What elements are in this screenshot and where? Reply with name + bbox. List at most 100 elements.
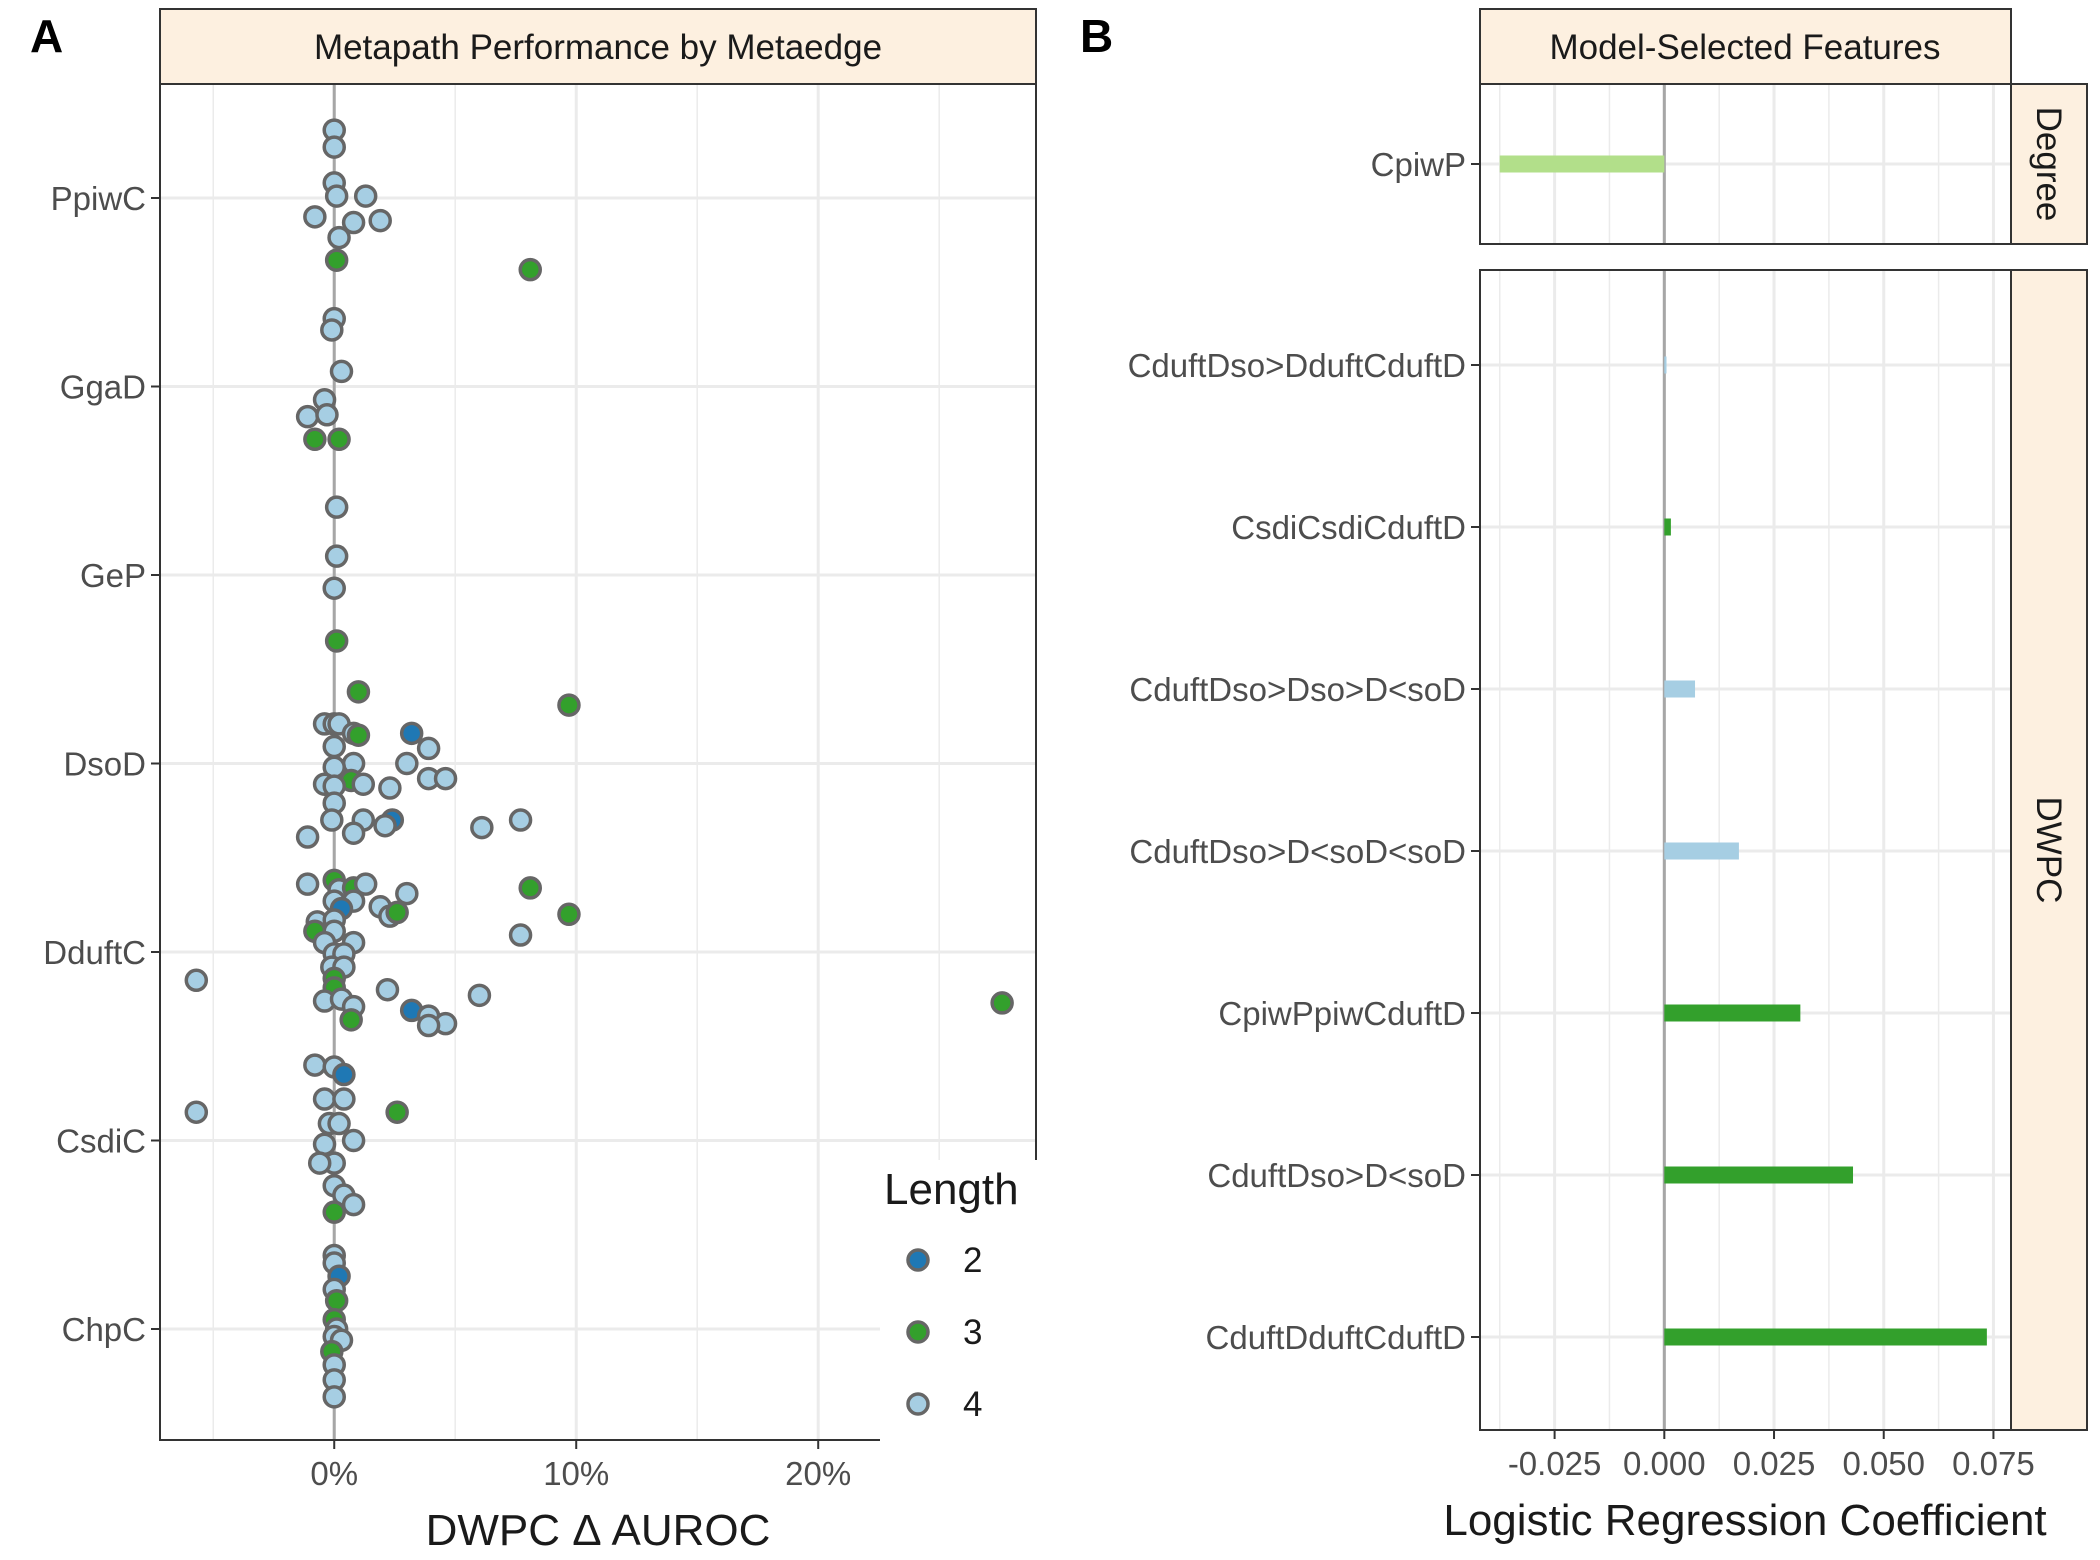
coefficient-bar [1664,842,1739,860]
panel-a-label: A [30,10,63,62]
panel-b-label: B [1080,10,1113,62]
facet-degree-strip [2010,83,2088,245]
data-point [322,1200,346,1224]
data-point [557,902,581,927]
data-point [368,208,392,233]
b-x-tick-label: 0.050 [1842,1445,1925,1482]
data-point [399,721,424,746]
data-point [467,983,492,1008]
data-point [320,808,344,832]
panel-b-title: Model-Selected Features [1549,28,1940,67]
data-point [341,821,366,845]
data-point [324,184,349,208]
data-point [303,427,327,452]
panel-a-x-axis-title: DWPC Δ AUROC [426,1506,771,1555]
facet-dwpc-label: DWPC [2029,797,2068,904]
panel-a-x-axis: 0% 10% 20% [310,1440,851,1492]
data-point [346,680,371,704]
coefficient-bar [1664,356,1667,374]
data-point [184,1100,209,1124]
data-point [327,1111,351,1136]
b-y-tick-label: CduftDso>DduftCduftD [1128,347,1466,384]
data-point [395,751,419,776]
data-point [327,427,351,452]
b-y-tick-label: CduftDso>Dso>D<soD [1129,671,1466,708]
b-y-tick-label: CpiwPpiwCduftD [1218,995,1466,1032]
data-point [518,257,542,282]
data-point [508,923,533,947]
panel-a-border [159,83,1037,1441]
panel-b: Model-Selected Features Degree CpiwP DWP… [1128,8,2088,1545]
data-point [375,977,400,1002]
legend-key [906,1392,930,1416]
panel-a-y-axis: PpiwC GgaD GeP DsoD DduftC CsdiC ChpC [43,180,160,1348]
data-point [324,1288,349,1313]
panel-a-points [184,118,1014,1409]
facet-dwpc-y-axis: CduftDso>DduftCduftD CsdiCsdiCduftD CduftD… [1128,347,1480,1356]
panel-b-x-axis: -0.025 0.000 0.025 0.050 0.075 [1508,1430,2035,1482]
data-point [327,225,351,250]
data-point [353,184,378,208]
facet-degree-y-axis: CpiwP [1371,146,1480,183]
data-point [322,734,346,759]
data-point [324,544,349,568]
panel-a-title: Metapath Performance by Metaedge [314,28,882,67]
data-point [339,1008,363,1032]
data-point [329,359,354,384]
data-point [416,736,441,761]
b-y-tick-label: CpiwP [1371,146,1466,183]
data-point [320,318,344,342]
data-point [346,723,371,747]
data-point [341,210,366,235]
a-y-tick-label: DduftC [43,934,146,971]
data-point [470,815,494,840]
data-point [322,1385,346,1409]
panel-a-strip [159,8,1037,85]
panel-b-x-axis-title: Logistic Regression Coefficient [1443,1496,2046,1545]
coefficient-bar [1664,518,1671,536]
legend-key [906,1248,930,1272]
coefficient-bar [1664,680,1696,698]
panel-a-gridlines [160,84,1036,1440]
coefficient-bar [1664,1004,1801,1022]
data-point [557,693,581,717]
legend-items: 2 3 4 [906,1241,982,1424]
a-x-tick-label: 0% [310,1455,358,1492]
coefficient-bar [1664,1328,1987,1346]
legend-title: Length [884,1165,1019,1214]
data-point [295,872,320,896]
b-x-tick-label: 0.025 [1733,1445,1816,1482]
data-point [332,1062,356,1087]
b-x-tick-label: 0.000 [1623,1445,1706,1482]
b-y-tick-label: CduftDso>D<soD [1207,1157,1466,1194]
data-point [433,766,458,791]
b-y-tick-label: CduftDduftCduftD [1206,1319,1466,1356]
data-point [341,1128,366,1153]
data-point [416,1013,441,1038]
data-point [373,813,397,838]
facet-dwpc-bars [1664,356,1987,1346]
data-point [351,772,376,796]
a-y-tick-label: PpiwC [51,180,146,217]
data-point [307,1151,332,1175]
coefficient-bar [1499,155,1665,173]
a-y-tick-label: GeP [80,557,146,594]
legend-key [906,1320,930,1344]
data-point [341,1192,366,1217]
facet-degree-bars [1499,155,1665,173]
facet-dwpc-strip [2010,269,2088,1431]
legend-label: 3 [963,1313,982,1352]
data-point [324,248,349,272]
b-x-tick-label: 0.075 [1952,1445,2035,1482]
data-point [322,576,346,600]
a-x-tick-label: 10% [543,1455,609,1492]
data-point [385,900,409,925]
data-point [312,1087,337,1111]
data-point [508,808,533,832]
data-point [324,629,349,653]
data-point [322,135,346,159]
a-y-tick-label: GgaD [60,369,146,406]
data-point [312,1132,337,1157]
a-y-tick-label: CsdiC [56,1123,146,1160]
